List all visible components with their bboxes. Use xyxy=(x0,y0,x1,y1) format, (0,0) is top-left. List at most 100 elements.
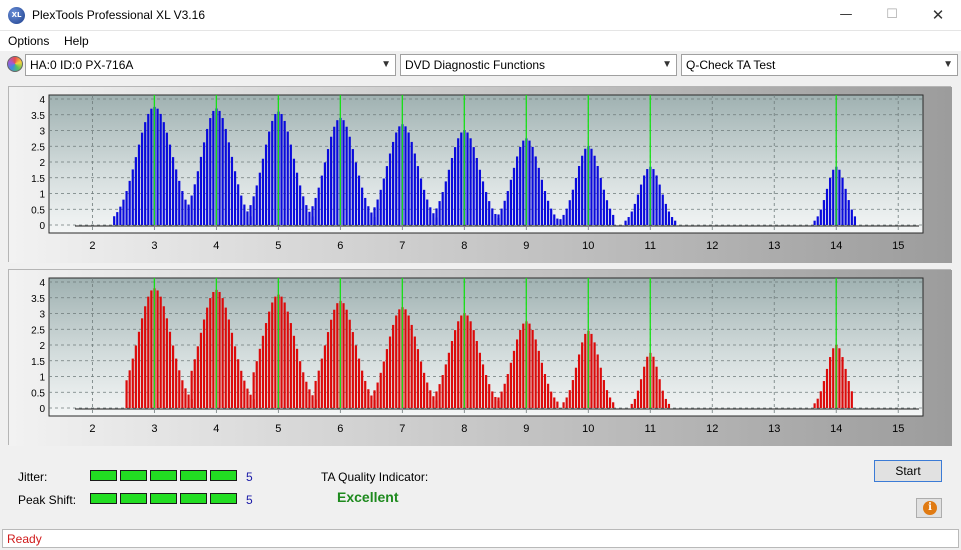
data-bar xyxy=(410,324,413,408)
data-bar xyxy=(636,194,640,225)
data-bar xyxy=(407,132,410,225)
data-bar xyxy=(354,162,358,225)
data-bar xyxy=(559,219,562,225)
data-bar xyxy=(314,380,317,408)
data-bar xyxy=(540,362,543,408)
data-bar xyxy=(639,184,643,225)
data-bar xyxy=(503,200,506,225)
data-bar xyxy=(447,352,451,408)
data-bar xyxy=(156,290,159,408)
x-tick-label: 9 xyxy=(523,240,529,252)
data-bar xyxy=(816,216,819,225)
app-icon: XL xyxy=(8,7,25,24)
data-bar xyxy=(515,339,519,408)
data-bar xyxy=(664,203,667,225)
data-bar xyxy=(320,175,323,225)
data-bar xyxy=(351,332,354,408)
data-bar xyxy=(670,217,674,225)
data-bar xyxy=(388,336,392,408)
title-bar: XL PlexTools Professional XL V3.16 — ☐ ✕ xyxy=(0,0,961,31)
data-bar xyxy=(382,178,385,225)
data-bar xyxy=(274,114,277,225)
data-bar xyxy=(113,216,116,225)
x-tick-label: 8 xyxy=(461,240,467,252)
data-bar xyxy=(184,199,187,225)
data-bar xyxy=(485,192,488,225)
test-select[interactable]: Q-Check TA Test ▼ xyxy=(681,54,958,76)
data-bar xyxy=(249,205,252,225)
data-bar xyxy=(286,311,289,408)
data-bar xyxy=(376,199,379,225)
data-bar xyxy=(237,184,240,225)
window-title: PlexTools Professional XL V3.16 xyxy=(32,8,205,22)
data-bar xyxy=(457,138,460,225)
data-bar xyxy=(302,372,305,408)
x-tick-label: 7 xyxy=(399,423,405,435)
menu-help[interactable]: Help xyxy=(64,34,89,48)
menu-options[interactable]: Options xyxy=(8,34,50,48)
data-bar xyxy=(438,201,441,225)
start-button[interactable]: Start xyxy=(874,460,942,482)
data-bar xyxy=(230,156,234,225)
data-bar xyxy=(292,335,296,408)
ta-quality-value: Excellent xyxy=(337,489,399,505)
data-bar xyxy=(178,180,181,225)
data-bar xyxy=(429,207,432,225)
data-bar xyxy=(333,126,336,225)
data-bar xyxy=(289,323,292,408)
data-bar xyxy=(441,375,444,408)
chevron-down-icon: ▼ xyxy=(662,59,672,70)
data-bar xyxy=(466,315,469,408)
peak-shift-meter xyxy=(90,493,237,505)
data-bar xyxy=(488,384,491,408)
data-bar xyxy=(565,208,568,225)
data-bar xyxy=(553,397,556,408)
data-bar xyxy=(311,395,314,408)
data-bar xyxy=(227,142,230,225)
data-bar xyxy=(543,191,547,225)
data-bar xyxy=(330,136,333,225)
data-bar xyxy=(664,398,667,408)
data-bar xyxy=(512,350,516,408)
x-tick-label: 5 xyxy=(275,423,281,435)
data-bar xyxy=(661,194,664,225)
data-bar xyxy=(562,214,565,225)
data-bar xyxy=(280,296,283,408)
function-select[interactable]: DVD Diagnostic Functions ▼ xyxy=(400,54,677,76)
data-bar xyxy=(630,403,633,408)
data-bar xyxy=(832,348,835,408)
data-bar xyxy=(494,213,497,225)
data-bar xyxy=(500,208,503,225)
data-bar xyxy=(568,390,571,408)
data-bar xyxy=(246,388,249,408)
data-bar xyxy=(819,391,822,408)
data-bar xyxy=(404,126,407,225)
data-bar xyxy=(571,380,574,408)
data-bar xyxy=(348,136,351,225)
data-bar xyxy=(829,357,832,408)
data-bar xyxy=(147,113,150,225)
x-tick-label: 11 xyxy=(645,423,656,435)
minimize-icon: — xyxy=(839,7,853,22)
data-bar xyxy=(540,179,543,225)
data-bar xyxy=(209,298,212,408)
close-button[interactable]: ✕ xyxy=(915,0,961,30)
y-tick-label: 4 xyxy=(39,278,45,289)
maximize-button[interactable]: ☐ xyxy=(869,0,915,30)
data-bar xyxy=(494,396,497,408)
data-bar xyxy=(596,166,599,225)
data-bar xyxy=(274,296,277,408)
x-tick-label: 10 xyxy=(582,240,594,252)
data-bar xyxy=(534,339,537,408)
data-bar xyxy=(233,346,237,408)
info-button[interactable]: i xyxy=(916,498,942,518)
data-bar xyxy=(261,335,265,408)
data-bar xyxy=(444,181,447,225)
data-bar xyxy=(423,189,426,225)
data-bar xyxy=(478,169,482,225)
data-bar xyxy=(218,110,221,225)
drive-select[interactable]: HA:0 ID:0 PX-716A ▼ xyxy=(25,54,396,76)
minimize-button[interactable]: — xyxy=(823,0,869,30)
data-bar xyxy=(658,379,661,408)
data-bar xyxy=(853,216,857,225)
